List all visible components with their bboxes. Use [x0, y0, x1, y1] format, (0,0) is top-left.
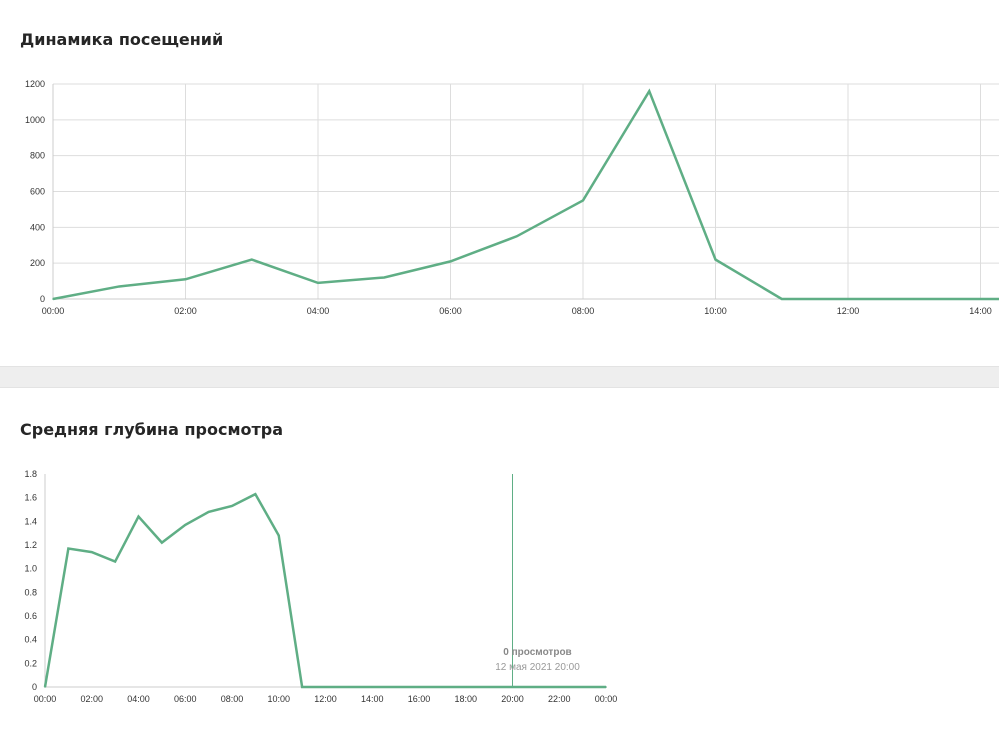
data-point: [67, 547, 70, 550]
data-point: [207, 511, 210, 513]
x-tick-label: 20:00: [501, 694, 524, 704]
data-point: [913, 298, 916, 300]
data-point: [250, 258, 253, 261]
y-tick-label: 0: [40, 294, 45, 304]
data-point: [464, 686, 467, 688]
x-tick-label: 22:00: [548, 694, 571, 704]
depth-chart[interactable]: 0 0.2 0.4 0.6 0.8 1.0 1.2 1.4 1.6 1.8 00:00 02:00 04…: [0, 388, 999, 734]
y-tick-label: 1200: [25, 79, 45, 89]
data-point: [184, 278, 187, 281]
x-tick-label: 10:00: [704, 306, 727, 316]
depth-title: Средняя глубина просмотра: [20, 420, 284, 439]
data-point: [90, 551, 93, 553]
data-point: [231, 505, 233, 507]
x-tick-label: 12:00: [837, 306, 860, 316]
x-tick-label: 00:00: [595, 694, 618, 704]
x-tick-label: 08:00: [572, 306, 595, 316]
x-tick-label: 02:00: [80, 694, 103, 704]
y-tick-label: 600: [30, 187, 45, 197]
x-tick-label: 00:00: [42, 306, 65, 316]
panel-separator: [0, 366, 999, 388]
x-tick-label: 12:00: [314, 694, 337, 704]
x-tick-label: 10:00: [267, 694, 290, 704]
visits-title: Динамика посещений: [20, 30, 224, 49]
x-tick-label: 14:00: [969, 306, 992, 316]
data-point: [418, 686, 420, 688]
y-tick-label: 1.6: [24, 493, 37, 503]
series-line: [43, 492, 606, 689]
visits-panel: Динамика посещений 0 200 400 600 800 1000 1200…: [0, 0, 999, 366]
data-point: [847, 298, 849, 300]
y-tick-label: 1.8: [24, 469, 37, 479]
data-point: [277, 534, 280, 537]
data-point: [582, 199, 584, 202]
y-tick-label: 0: [32, 682, 37, 692]
y-tick-label: 1.4: [24, 516, 37, 526]
data-point: [137, 515, 140, 518]
y-tick-label: 0.6: [24, 611, 37, 621]
x-tick-label: 00:00: [34, 694, 57, 704]
data-point: [348, 686, 350, 688]
depth-panel: Средняя глубина просмотра 0 0.2 0.4 0.6 0.8 1…: [0, 388, 999, 734]
data-point: [52, 298, 54, 300]
data-point: [441, 686, 444, 688]
x-tick-label: 04:00: [307, 306, 330, 316]
data-point: [184, 524, 187, 526]
data-point: [511, 686, 514, 688]
data-point: [44, 686, 46, 688]
data-point: [605, 686, 607, 688]
data-point: [371, 686, 374, 688]
data-point: [114, 560, 116, 563]
x-tick-label: 02:00: [174, 306, 197, 316]
visits-chart[interactable]: 0 200 400 600 800 1000 1200 00:00 02:00 04:00 06:0…: [0, 0, 999, 366]
x-tick-label: 06:00: [439, 306, 462, 316]
tooltip-date: 12 мая 2021 20:00: [495, 662, 580, 673]
data-point: [714, 258, 717, 261]
tooltip-value: 0 просмотров: [503, 647, 571, 658]
x-tick-label: 04:00: [127, 694, 150, 704]
y-tick-label: 400: [30, 222, 45, 232]
data-point: [780, 298, 783, 300]
data-point: [324, 686, 327, 688]
y-tick-label: 200: [30, 258, 45, 268]
data-point: [317, 282, 319, 284]
data-point: [979, 298, 982, 300]
data-point: [558, 686, 561, 688]
data-point: [488, 686, 490, 688]
data-point: [515, 235, 518, 238]
series-line: [52, 88, 999, 301]
data-point: [383, 276, 386, 279]
y-tick-label: 800: [30, 151, 45, 161]
y-tick-label: 0.4: [24, 635, 37, 645]
x-tick-label: 08:00: [221, 694, 244, 704]
data-point: [301, 686, 303, 688]
data-point: [118, 285, 121, 288]
y-tick-label: 1.2: [24, 540, 37, 550]
data-point: [394, 686, 397, 688]
y-tick-label: 0.8: [24, 587, 37, 597]
data-point: [535, 686, 537, 688]
x-tick-label: 06:00: [174, 694, 197, 704]
data-point: [161, 541, 163, 544]
data-point: [581, 686, 584, 688]
data-point: [648, 90, 651, 92]
data-point: [449, 260, 452, 263]
x-tick-label: 14:00: [361, 694, 384, 704]
x-tick-label: 18:00: [454, 694, 477, 704]
y-tick-label: 0.2: [24, 658, 37, 668]
y-tick-label: 1000: [25, 115, 45, 125]
x-tick-label: 16:00: [408, 694, 431, 704]
y-tick-label: 1.0: [24, 564, 37, 574]
data-point: [254, 493, 257, 495]
